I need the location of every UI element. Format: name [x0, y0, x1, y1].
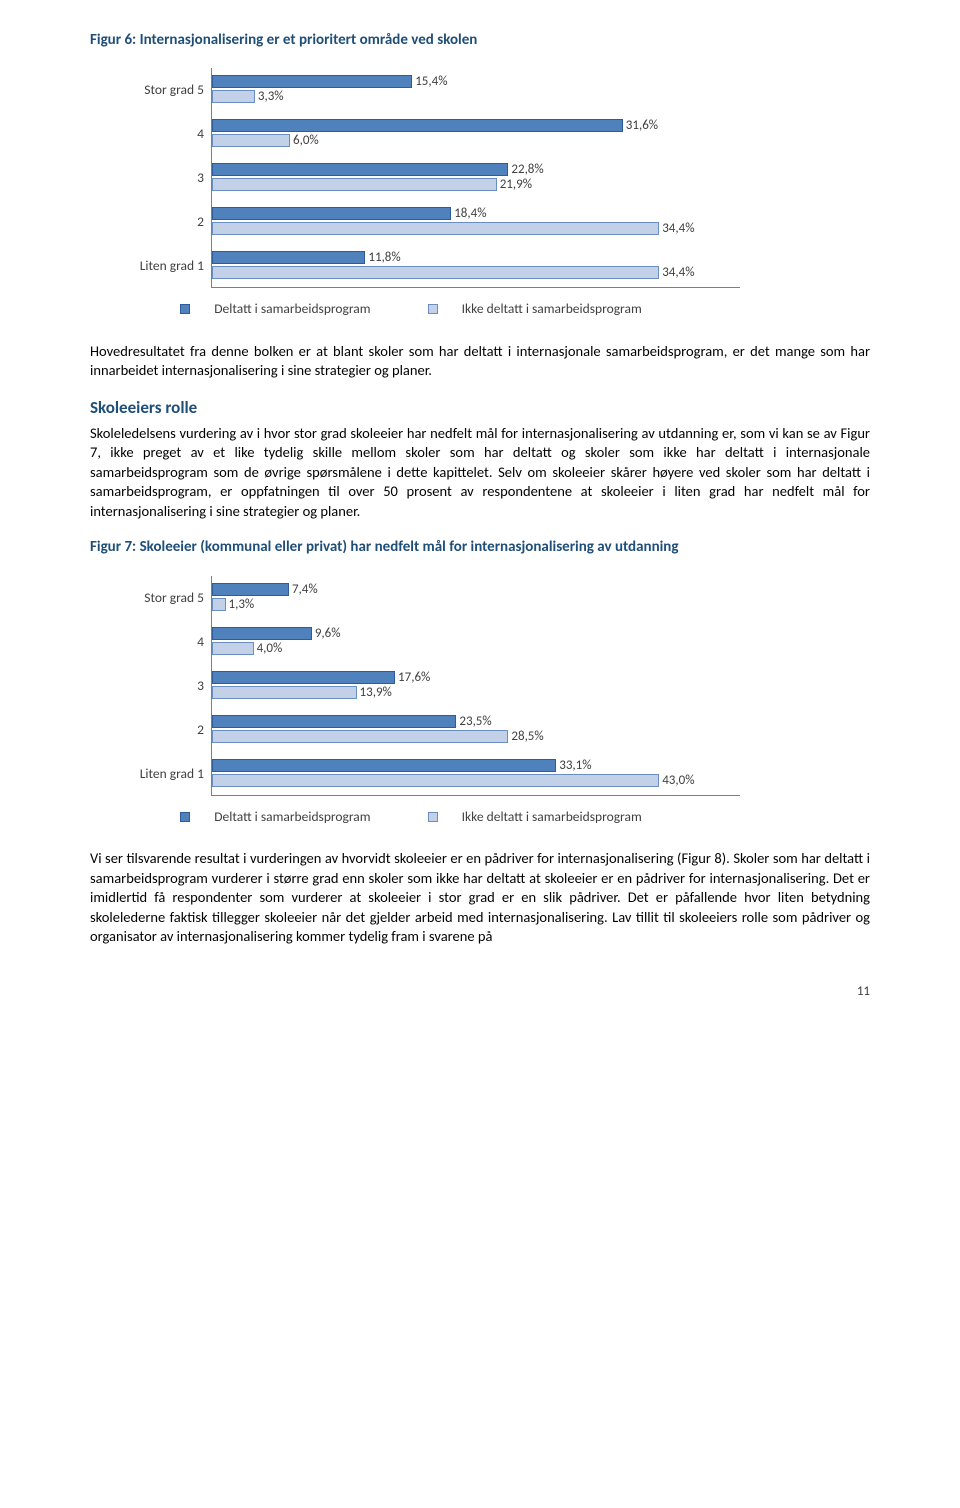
category-label: Stor grad 5: [100, 81, 204, 99]
chart-row: Liten grad 133,1%43,0%: [100, 752, 740, 796]
bar-value-label: 23,5%: [459, 713, 491, 731]
figure7-legend: Deltatt i samarbeidsprogram Ikke deltatt…: [100, 808, 740, 827]
bar-series-1: 9,6%: [212, 627, 312, 640]
chart-row: Stor grad 57,4%1,3%: [100, 576, 740, 620]
bar-pair: 22,8%21,9%: [212, 163, 740, 193]
bar-value-label: 33,1%: [559, 757, 591, 775]
figure6-chart: Stor grad 515,4%3,3%431,6%6,0%322,8%21,9…: [100, 68, 740, 319]
bar-value-label: 21,9%: [500, 176, 532, 194]
figure7-title: Figur 7: Skoleeier (kommunal eller priva…: [90, 537, 870, 557]
bar-value-label: 6,0%: [293, 132, 319, 150]
bar-pair: 11,8%34,4%: [212, 251, 740, 281]
bar-series-2: 28,5%: [212, 730, 508, 743]
bar-series-1: 7,4%: [212, 583, 289, 596]
bar-series-2: 3,3%: [212, 90, 255, 103]
bar-value-label: 43,0%: [662, 772, 694, 790]
chart-row: 218,4%34,4%: [100, 200, 740, 244]
legend-label-2: Ikke deltatt i samarbeidsprogram: [462, 808, 642, 826]
legend-swatch-2: [428, 812, 438, 822]
chart-row: 223,5%28,5%: [100, 708, 740, 752]
category-label: Liten grad 1: [100, 257, 204, 275]
bar-value-label: 31,6%: [626, 117, 658, 135]
category-label: 4: [100, 125, 204, 143]
paragraph-3: Vi ser tilsvarende resultat i vurderinge…: [90, 849, 870, 947]
bar-pair: 17,6%13,9%: [212, 671, 740, 701]
page-number: 11: [90, 983, 870, 1001]
chart-row: Stor grad 515,4%3,3%: [100, 68, 740, 112]
bar-series-1: 15,4%: [212, 75, 412, 88]
bar-series-1: 11,8%: [212, 251, 365, 264]
bar-series-2: 34,4%: [212, 266, 659, 279]
bar-series-2: 6,0%: [212, 134, 290, 147]
bar-series-2: 4,0%: [212, 642, 254, 655]
bar-value-label: 18,4%: [454, 205, 486, 223]
bar-series-1: 17,6%: [212, 671, 395, 684]
category-label: 2: [100, 721, 204, 739]
bar-value-label: 15,4%: [415, 73, 447, 91]
category-label: Stor grad 5: [100, 589, 204, 607]
bar-value-label: 9,6%: [315, 625, 341, 643]
category-label: 3: [100, 169, 204, 187]
legend-label-1: Deltatt i samarbeidsprogram: [214, 808, 370, 826]
bar-value-label: 34,4%: [662, 264, 694, 282]
figure6-title: Figur 6: Internasjonalisering er et prio…: [90, 30, 870, 50]
legend-label-1: Deltatt i samarbeidsprogram: [214, 300, 370, 318]
category-label: 4: [100, 633, 204, 651]
bar-series-1: 33,1%: [212, 759, 556, 772]
bar-value-label: 34,4%: [662, 220, 694, 238]
bar-series-2: 13,9%: [212, 686, 357, 699]
chart-row: 317,6%13,9%: [100, 664, 740, 708]
bar-pair: 9,6%4,0%: [212, 627, 740, 657]
figure7-chart: Stor grad 57,4%1,3%49,6%4,0%317,6%13,9%2…: [100, 576, 740, 827]
bar-pair: 18,4%34,4%: [212, 207, 740, 237]
category-label: Liten grad 1: [100, 765, 204, 783]
bar-series-1: 22,8%: [212, 163, 508, 176]
bar-value-label: 11,8%: [368, 249, 400, 267]
bar-value-label: 3,3%: [258, 88, 284, 106]
bar-pair: 33,1%43,0%: [212, 759, 740, 789]
category-label: 3: [100, 677, 204, 695]
paragraph-2: Skoleledelsens vurdering av i hvor stor …: [90, 424, 870, 522]
bar-series-2: 43,0%: [212, 774, 659, 787]
bar-series-2: 34,4%: [212, 222, 659, 235]
legend-swatch-1: [180, 812, 190, 822]
bar-pair: 15,4%3,3%: [212, 75, 740, 105]
figure6-legend: Deltatt i samarbeidsprogram Ikke deltatt…: [100, 300, 740, 319]
legend-swatch-1: [180, 304, 190, 314]
bar-series-1: 18,4%: [212, 207, 451, 220]
bar-value-label: 17,6%: [398, 669, 430, 687]
bar-series-1: 23,5%: [212, 715, 456, 728]
chart-row: 431,6%6,0%: [100, 112, 740, 156]
subheading-skoleeiers-rolle: Skoleeiers rolle: [90, 397, 870, 420]
chart-row: 49,6%4,0%: [100, 620, 740, 664]
bar-value-label: 28,5%: [511, 728, 543, 746]
bar-value-label: 13,9%: [360, 684, 392, 702]
bar-pair: 7,4%1,3%: [212, 583, 740, 613]
legend-swatch-2: [428, 304, 438, 314]
bar-value-label: 4,0%: [257, 640, 283, 658]
paragraph-1: Hovedresultatet fra denne bolken er at b…: [90, 342, 870, 381]
legend-label-2: Ikke deltatt i samarbeidsprogram: [462, 300, 642, 318]
bar-pair: 31,6%6,0%: [212, 119, 740, 149]
bar-series-2: 21,9%: [212, 178, 497, 191]
chart-row: 322,8%21,9%: [100, 156, 740, 200]
bar-pair: 23,5%28,5%: [212, 715, 740, 745]
bar-value-label: 1,3%: [229, 596, 255, 614]
bar-series-1: 31,6%: [212, 119, 623, 132]
category-label: 2: [100, 213, 204, 231]
bar-value-label: 7,4%: [292, 581, 318, 599]
bar-series-2: 1,3%: [212, 598, 226, 611]
chart-row: Liten grad 111,8%34,4%: [100, 244, 740, 288]
